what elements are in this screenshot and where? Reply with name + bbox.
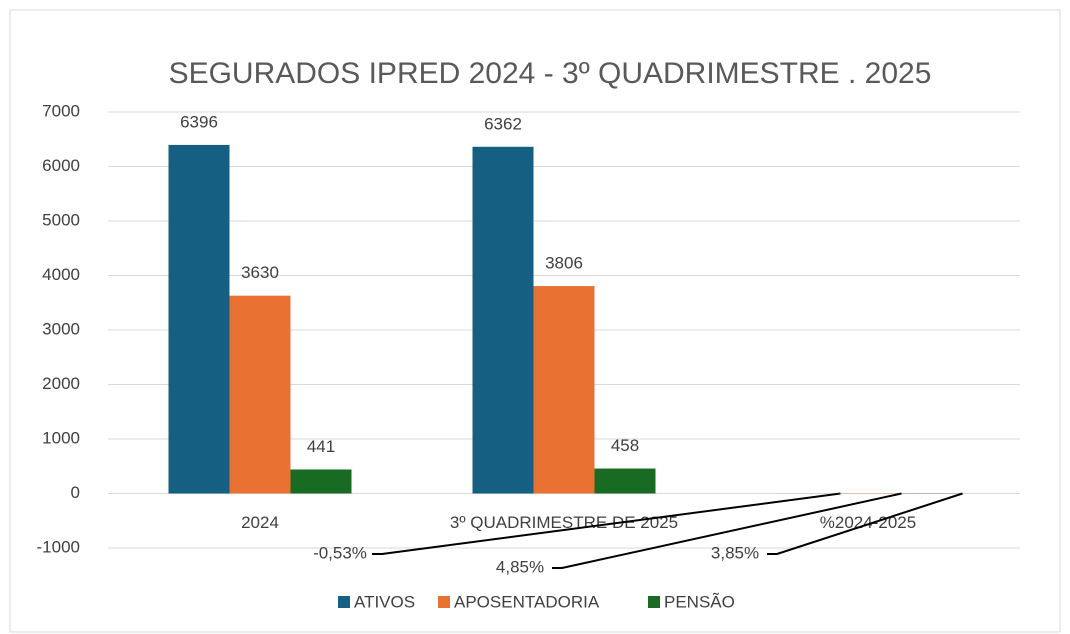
x-tick-label: 2024 [241,513,279,532]
bar [168,144,230,494]
bar [594,468,656,494]
data-label: 3630 [241,263,279,282]
leader-line [767,492,963,555]
data-label: -0,53% [313,543,367,562]
y-tick-label: 7000 [42,101,80,120]
y-tick-label: 4000 [42,265,80,284]
x-tick-label: %2024-2025 [820,513,916,532]
y-tick-label: -1000 [37,537,80,556]
data-label: 3806 [545,254,583,273]
legend-swatch [438,596,450,608]
bar [533,286,595,494]
leader-line [552,492,902,569]
y-tick-label: 2000 [42,374,80,393]
y-tick-label: 5000 [42,210,80,229]
legend-label: APOSENTADORIA [454,592,600,611]
legend-swatch [338,596,350,608]
y-tick-label: 6000 [42,156,80,175]
chart-title: SEGURADOS IPRED 2024 - 3º QUADRIMESTRE .… [169,57,932,90]
data-label: 458 [611,436,639,455]
data-label: 4,85% [496,557,544,576]
data-label: 441 [307,437,335,456]
data-label: 3,85% [711,543,759,562]
y-tick-label: 1000 [42,428,80,447]
bar [229,295,291,494]
legend-label: PENSÃO [664,592,735,611]
data-label: 6362 [484,114,522,133]
y-tick-label: 3000 [42,319,80,338]
legend-swatch [648,596,660,608]
legend-label: ATIVOS [354,592,415,611]
y-tick-label: 0 [71,483,80,502]
data-label: 6396 [180,112,218,131]
x-tick-label: 3º QUADRIMESTRE DE 2025 [450,513,678,532]
leader-line [372,492,841,555]
bar [472,146,534,494]
bar [290,469,352,494]
